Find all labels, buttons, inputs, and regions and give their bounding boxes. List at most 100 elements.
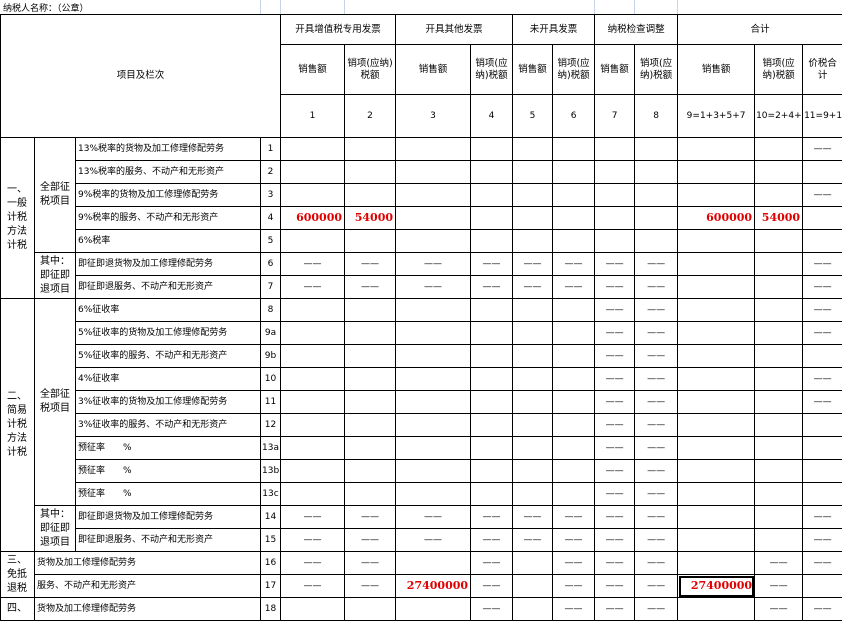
value-cell[interactable] <box>553 161 595 184</box>
not-applicable-cell[interactable]: —— <box>513 529 553 552</box>
value-cell[interactable] <box>345 391 396 414</box>
value-cell[interactable] <box>281 368 345 391</box>
value-cell[interactable] <box>553 207 595 230</box>
row-number[interactable]: 4 <box>261 207 281 230</box>
value-cell[interactable] <box>678 161 755 184</box>
value-cell[interactable] <box>803 161 842 184</box>
value-cell[interactable] <box>396 230 471 253</box>
value-cell[interactable] <box>471 368 513 391</box>
row-number[interactable]: 13c <box>261 483 281 506</box>
not-applicable-cell[interactable]: —— <box>345 529 396 552</box>
value-cell[interactable] <box>755 414 803 437</box>
value-cell[interactable] <box>345 161 396 184</box>
item-label[interactable]: 预征率 % <box>76 460 261 483</box>
value-cell[interactable] <box>345 598 396 621</box>
value-cell[interactable] <box>803 437 842 460</box>
section-label[interactable]: 四、 <box>1 598 35 621</box>
value-cell[interactable] <box>396 414 471 437</box>
item-label[interactable]: 3%征收率的服务、不动产和无形资产 <box>76 414 261 437</box>
row-number[interactable]: 17 <box>261 575 281 598</box>
not-applicable-cell[interactable]: —— <box>345 276 396 299</box>
value-cell[interactable] <box>471 345 513 368</box>
value-cell[interactable] <box>678 276 755 299</box>
row-number[interactable]: 7 <box>261 276 281 299</box>
value-cell[interactable] <box>513 460 553 483</box>
not-applicable-cell[interactable]: —— <box>635 253 678 276</box>
value-cell[interactable] <box>755 138 803 161</box>
value-cell[interactable] <box>471 207 513 230</box>
item-label[interactable]: 3%征收率的货物及加工修理修配劳务 <box>76 391 261 414</box>
value-cell[interactable] <box>396 552 471 575</box>
subcolumn-header[interactable]: 销项(应纳)税额 <box>345 45 396 95</box>
value-cell[interactable] <box>755 299 803 322</box>
value-cell[interactable] <box>803 345 842 368</box>
value-cell[interactable] <box>396 207 471 230</box>
not-applicable-cell[interactable]: —— <box>803 184 842 207</box>
value-cell[interactable] <box>678 414 755 437</box>
value-cell[interactable] <box>678 483 755 506</box>
value-cell[interactable] <box>396 345 471 368</box>
not-applicable-cell[interactable]: —— <box>803 368 842 391</box>
not-applicable-cell[interactable]: —— <box>595 414 635 437</box>
value-cell[interactable] <box>281 138 345 161</box>
value-cell[interactable] <box>635 184 678 207</box>
not-applicable-cell[interactable]: —— <box>803 598 842 621</box>
value-cell[interactable]: 27400000 <box>678 575 755 598</box>
column-number[interactable]: 6 <box>553 95 595 138</box>
value-cell[interactable] <box>553 483 595 506</box>
column-number[interactable]: 8 <box>635 95 678 138</box>
value-cell[interactable] <box>471 161 513 184</box>
value-cell[interactable] <box>755 345 803 368</box>
column-number[interactable]: 5 <box>513 95 553 138</box>
value-cell[interactable] <box>396 368 471 391</box>
value-cell[interactable] <box>513 322 553 345</box>
group-header[interactable]: 开具其他发票 <box>396 15 513 45</box>
value-cell[interactable] <box>281 414 345 437</box>
not-applicable-cell[interactable]: —— <box>635 529 678 552</box>
value-cell[interactable] <box>803 207 842 230</box>
value-cell[interactable] <box>396 299 471 322</box>
not-applicable-cell[interactable]: —— <box>513 506 553 529</box>
item-label[interactable]: 4%征收率 <box>76 368 261 391</box>
value-cell[interactable] <box>635 207 678 230</box>
value-cell[interactable] <box>471 230 513 253</box>
value-cell[interactable] <box>281 437 345 460</box>
row-number[interactable]: 16 <box>261 552 281 575</box>
value-cell[interactable] <box>345 414 396 437</box>
value-cell[interactable] <box>396 322 471 345</box>
row-number[interactable]: 9a <box>261 322 281 345</box>
row-number[interactable]: 2 <box>261 161 281 184</box>
value-cell[interactable] <box>803 460 842 483</box>
not-applicable-cell[interactable]: —— <box>803 138 842 161</box>
not-applicable-cell[interactable]: —— <box>595 276 635 299</box>
not-applicable-cell[interactable]: —— <box>553 552 595 575</box>
value-cell[interactable] <box>803 575 842 598</box>
not-applicable-cell[interactable]: —— <box>635 575 678 598</box>
not-applicable-cell[interactable]: —— <box>513 253 553 276</box>
value-cell[interactable] <box>678 437 755 460</box>
group-header[interactable]: 开具增值税专用发票 <box>281 15 396 45</box>
value-cell[interactable] <box>345 368 396 391</box>
not-applicable-cell[interactable]: —— <box>595 322 635 345</box>
not-applicable-cell[interactable]: —— <box>803 506 842 529</box>
not-applicable-cell[interactable]: —— <box>595 575 635 598</box>
not-applicable-cell[interactable]: —— <box>803 276 842 299</box>
subcolumn-header[interactable]: 销售额 <box>595 45 635 95</box>
not-applicable-cell[interactable]: —— <box>755 575 803 598</box>
value-cell[interactable] <box>281 345 345 368</box>
value-cell[interactable] <box>396 138 471 161</box>
value-cell[interactable] <box>755 184 803 207</box>
not-applicable-cell[interactable]: —— <box>553 598 595 621</box>
value-cell[interactable] <box>345 322 396 345</box>
value-cell[interactable] <box>553 322 595 345</box>
value-cell[interactable] <box>595 230 635 253</box>
value-cell[interactable]: 27400000 <box>396 575 471 598</box>
value-cell[interactable] <box>803 414 842 437</box>
column-number[interactable]: 7 <box>595 95 635 138</box>
not-applicable-cell[interactable]: —— <box>803 322 842 345</box>
not-applicable-cell[interactable]: —— <box>635 552 678 575</box>
row-number[interactable]: 11 <box>261 391 281 414</box>
value-cell[interactable] <box>553 184 595 207</box>
value-cell[interactable] <box>678 552 755 575</box>
value-cell[interactable] <box>755 483 803 506</box>
